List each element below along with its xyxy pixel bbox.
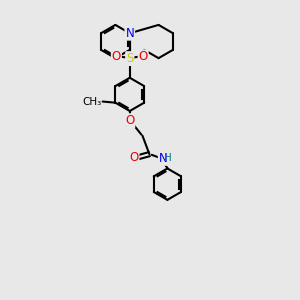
Text: O: O [112,50,121,63]
Text: H: H [164,153,172,163]
Text: O: O [139,50,148,63]
Text: CH₃: CH₃ [82,97,101,106]
Text: N: N [125,27,134,40]
Text: S: S [126,52,134,65]
Text: N: N [158,152,167,165]
Text: O: O [129,151,139,164]
Text: O: O [125,114,134,127]
